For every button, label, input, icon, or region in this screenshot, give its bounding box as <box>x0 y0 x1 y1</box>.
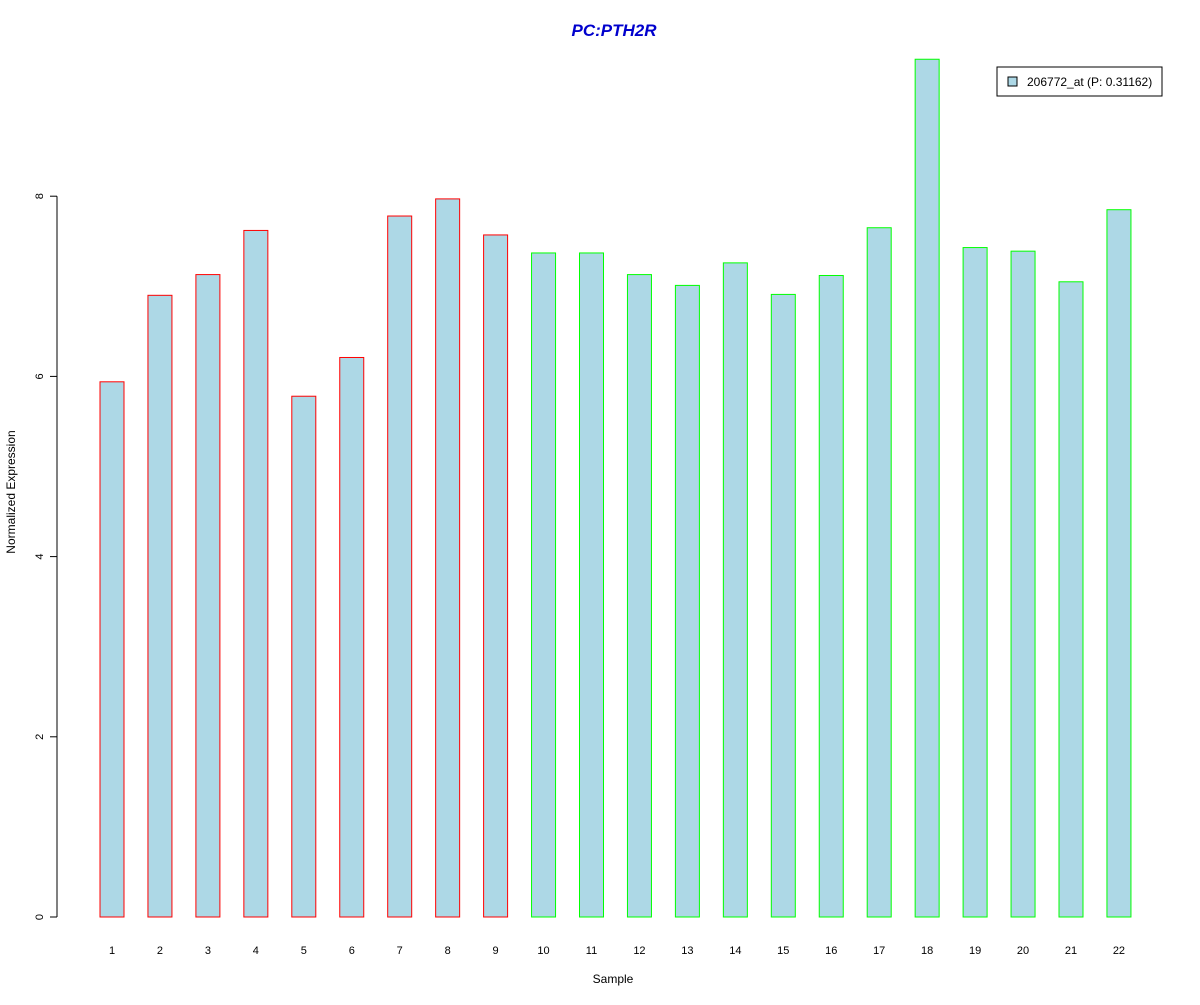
x-tick-label: 19 <box>969 945 981 957</box>
bar-22 <box>1106 209 1132 918</box>
x-tick-label: 20 <box>1017 945 1029 957</box>
bar-5 <box>291 395 317 918</box>
y-tick-label: 8 <box>34 193 46 199</box>
x-tick-label: 14 <box>729 945 741 957</box>
x-tick-label: 15 <box>777 945 789 957</box>
bar-7 <box>387 215 413 918</box>
bar-9 <box>483 234 509 918</box>
y-axis-label: Normalized Expression <box>4 430 18 553</box>
x-tick-label: 18 <box>921 945 933 957</box>
x-tick-label: 9 <box>493 945 499 957</box>
x-tick-label: 7 <box>397 945 403 957</box>
x-tick-labels: 1 2 3 4 5 6 7 8 9 10 11 12 13 14 15 16 17 18 19 20 21 22 <box>109 945 1125 957</box>
bar-4 <box>243 229 269 918</box>
x-tick-label: 11 <box>586 945 597 957</box>
bar-17 <box>866 227 892 918</box>
y-tick-label: 4 <box>34 554 46 560</box>
chart-title: PC:PTH2R <box>571 21 657 40</box>
bar-19 <box>962 247 988 918</box>
legend-box <box>996 66 1163 97</box>
y-tick-label: 0 <box>34 914 46 920</box>
bar-12 <box>626 274 652 918</box>
y-axis: 0 2 4 6 8 <box>34 193 58 920</box>
x-tick-label: 21 <box>1065 945 1077 957</box>
x-tick-label: 22 <box>1113 945 1125 957</box>
x-tick-label: 1 <box>109 945 115 957</box>
x-tick-label: 2 <box>157 945 163 957</box>
bar-15 <box>770 293 796 918</box>
x-tick-label: 10 <box>537 945 549 957</box>
bar-13 <box>674 284 700 918</box>
bar-18 <box>914 58 940 918</box>
y-tick-label: 6 <box>34 373 46 379</box>
bar-10 <box>531 252 557 918</box>
bar-11 <box>579 252 604 918</box>
x-tick-label: 16 <box>825 945 837 957</box>
bar-3 <box>195 274 221 918</box>
bar-16 <box>818 274 844 918</box>
x-axis-label: Sample <box>593 972 634 986</box>
legend-label: 206772_at (P: 0.31162) <box>1027 75 1152 89</box>
x-tick-label: 4 <box>253 945 259 957</box>
x-tick-label: 6 <box>349 945 355 957</box>
x-tick-label: 8 <box>445 945 451 957</box>
x-tick-label: 13 <box>681 945 693 957</box>
bar-8 <box>435 198 461 918</box>
bar-20 <box>1010 250 1036 918</box>
bar-1 <box>99 381 125 918</box>
legend-swatch <box>1007 76 1018 87</box>
legend: 206772_at (P: 0.31162) <box>996 66 1163 97</box>
bar-2 <box>147 294 173 918</box>
bar-14 <box>722 262 748 918</box>
bars <box>99 58 1132 918</box>
y-tick-label: 2 <box>34 734 46 740</box>
x-tick-label: 17 <box>873 945 885 957</box>
x-tick-label: 12 <box>633 945 645 957</box>
x-tick-label: 5 <box>301 945 307 957</box>
bar-6 <box>339 356 365 918</box>
x-tick-label: 3 <box>205 945 211 957</box>
bar-21 <box>1058 281 1084 918</box>
